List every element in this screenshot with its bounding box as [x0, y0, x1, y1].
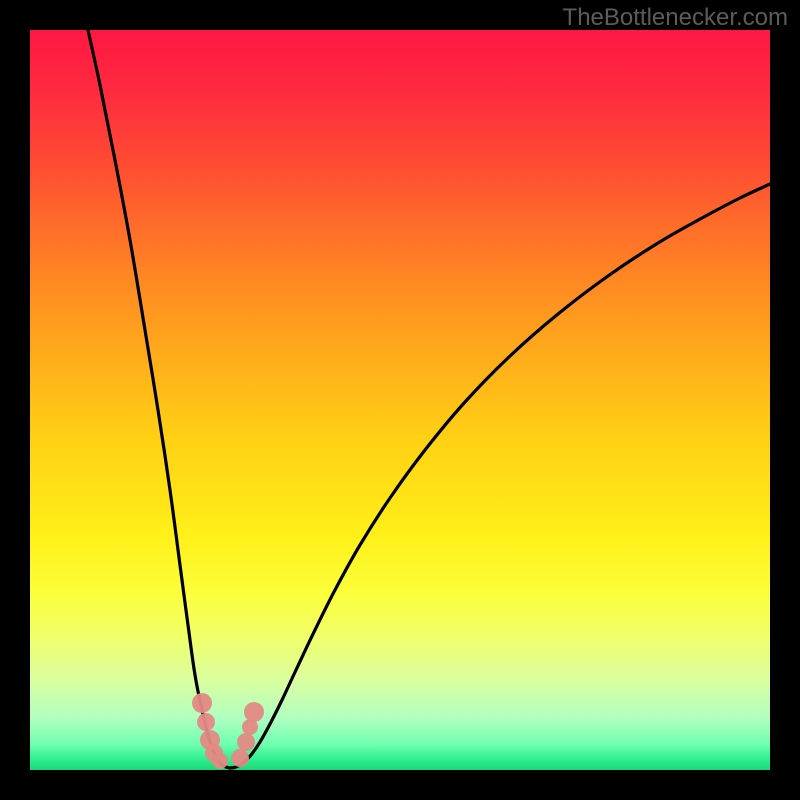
data-marker — [237, 733, 255, 751]
plot-svg — [30, 30, 770, 770]
data-marker — [244, 702, 264, 722]
data-marker — [212, 753, 228, 769]
chart-canvas: TheBottlenecker.com — [0, 0, 800, 800]
watermark-text: TheBottlenecker.com — [563, 4, 788, 32]
plot-area — [30, 30, 770, 770]
data-marker — [192, 693, 212, 713]
data-marker — [231, 749, 249, 767]
gradient-background — [30, 30, 770, 770]
data-marker — [197, 713, 215, 731]
